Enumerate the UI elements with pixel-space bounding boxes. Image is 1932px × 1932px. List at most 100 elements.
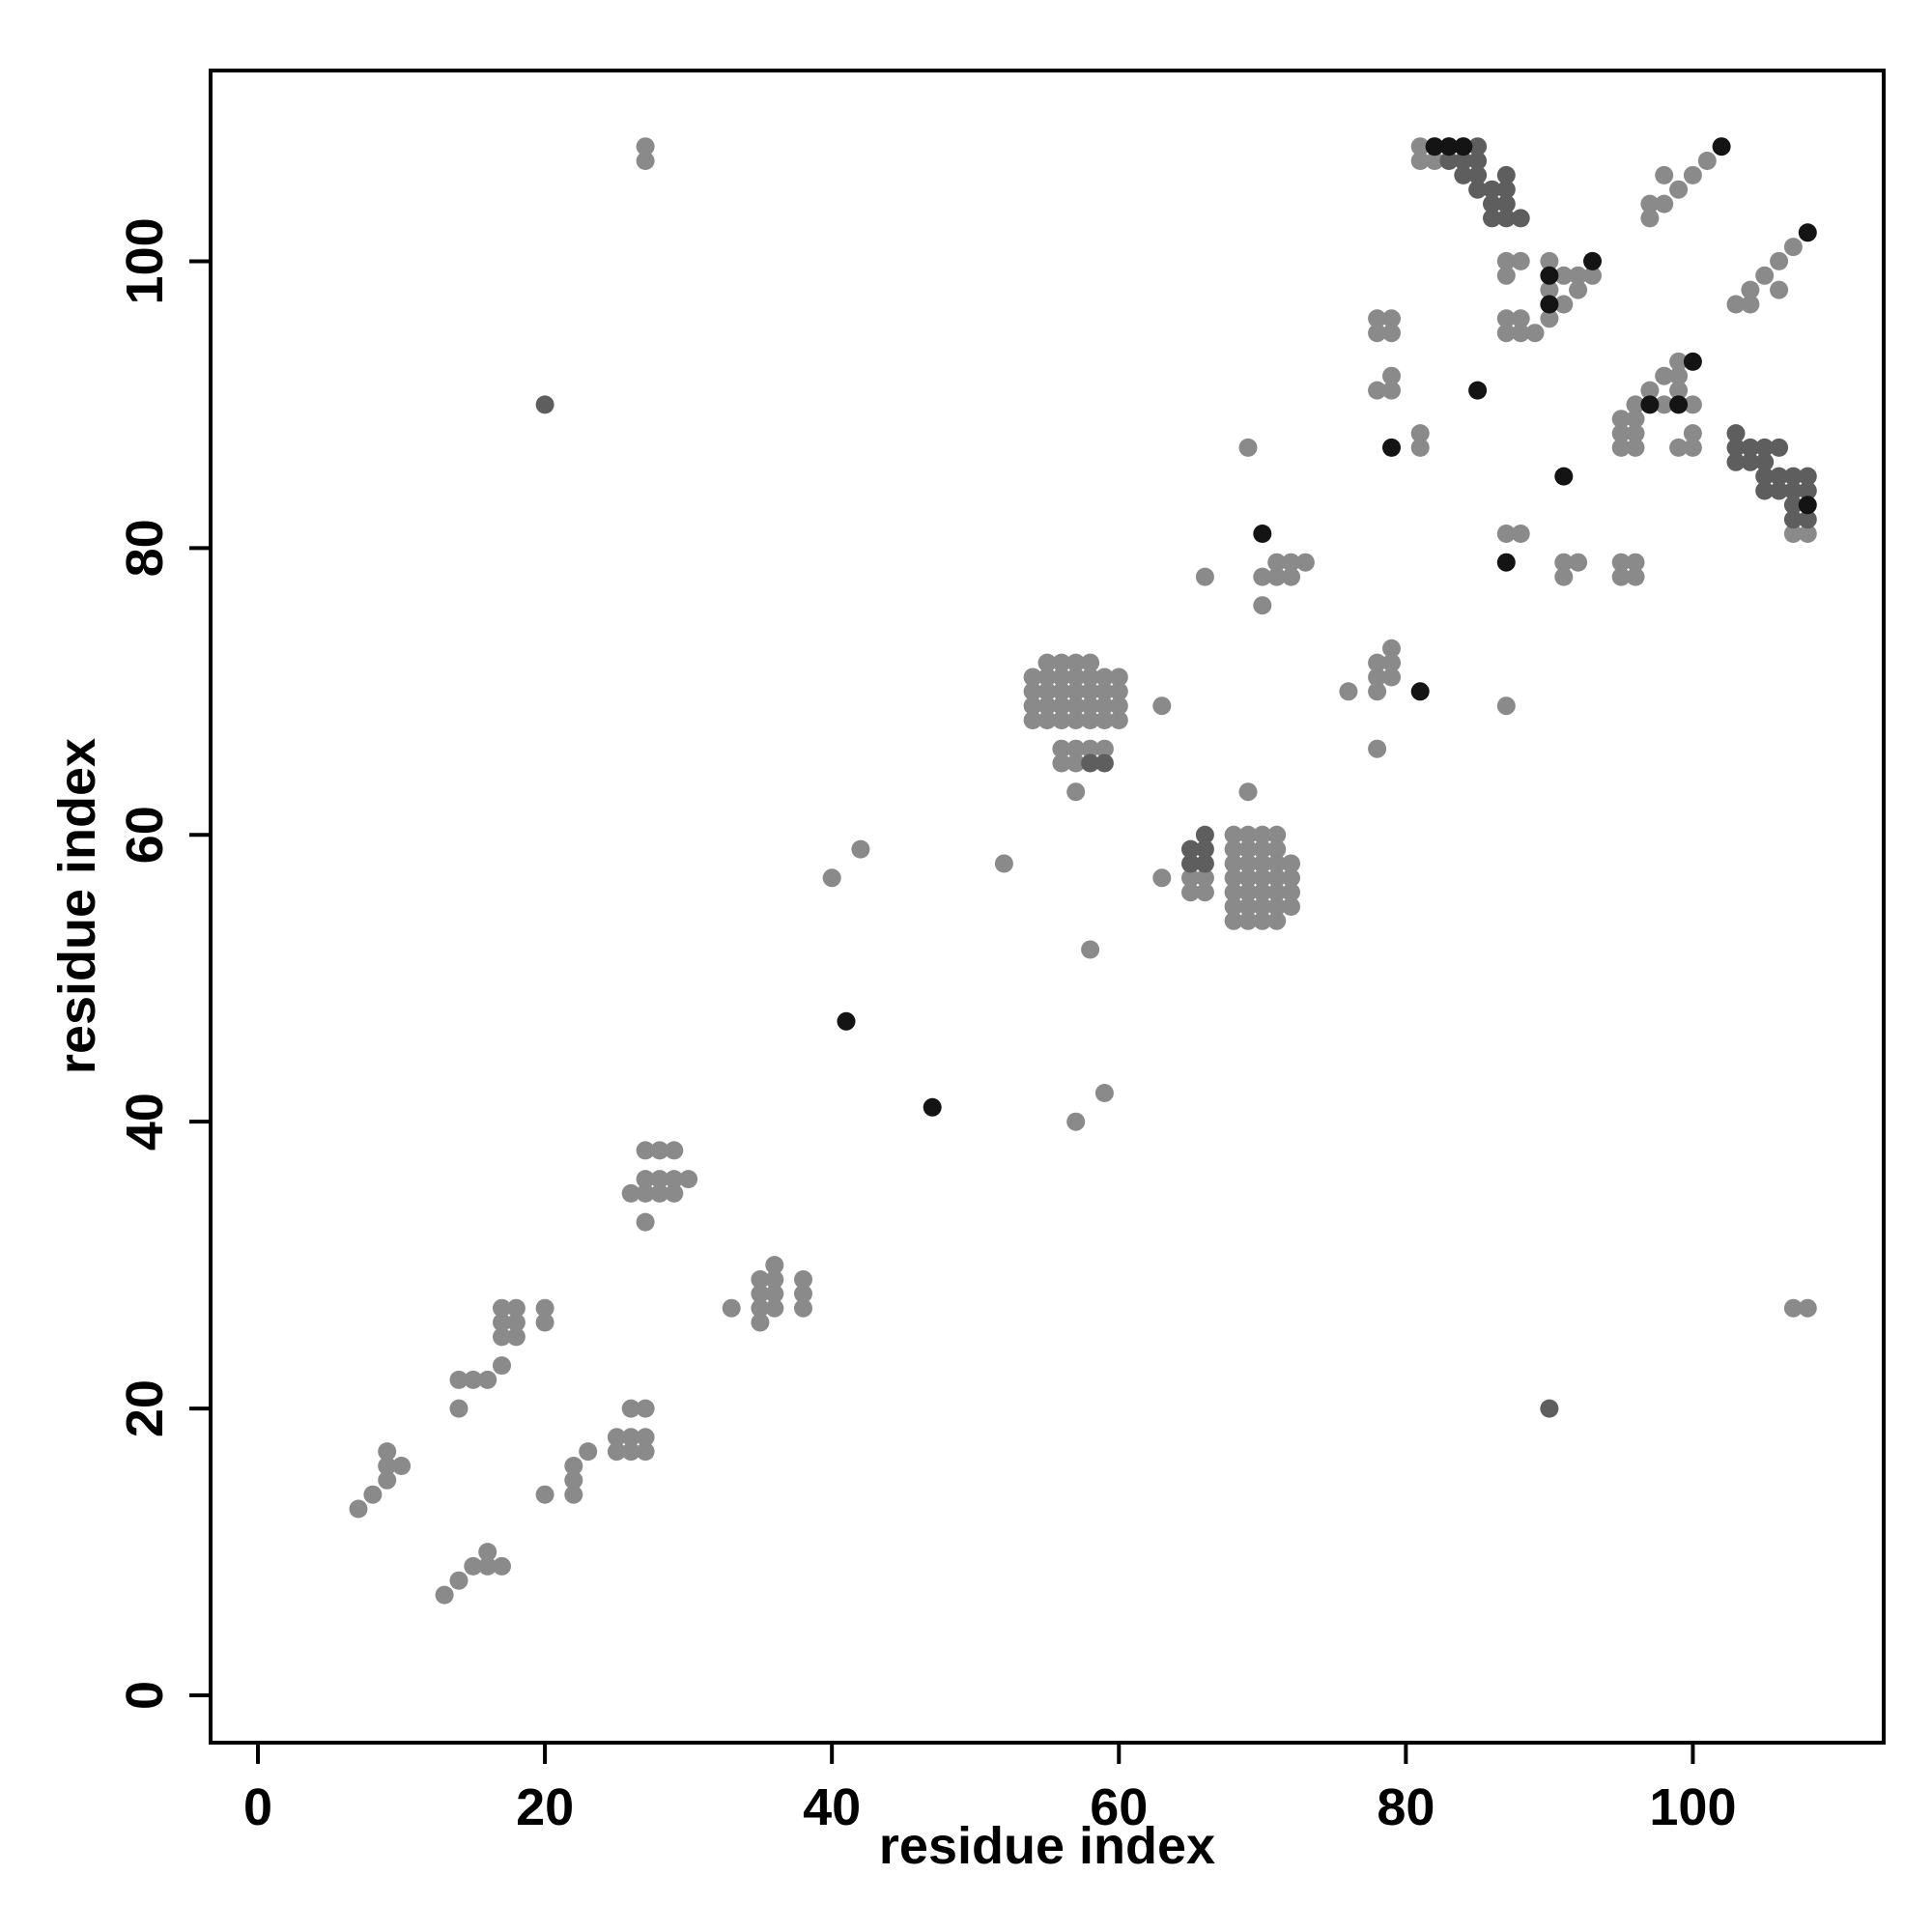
contact-point [1640, 209, 1660, 228]
x-tick-label: 100 [1649, 1778, 1736, 1836]
contact-point [1569, 553, 1588, 572]
contact-point [1368, 381, 1387, 400]
contact-point [564, 1485, 583, 1504]
contact-point [1023, 668, 1042, 687]
contact-point [1282, 883, 1300, 902]
contact-point [1109, 668, 1128, 687]
contact-point [1640, 194, 1660, 213]
contact-point [1253, 525, 1272, 543]
contact-point [765, 1298, 784, 1318]
contact-point [1238, 438, 1258, 457]
plot-frame [209, 69, 1886, 1745]
contact-point [1052, 711, 1071, 729]
y-tick-label: 40 [116, 1093, 174, 1151]
contact-point [751, 1270, 770, 1289]
contact-point [1267, 883, 1287, 902]
contact-point [621, 1183, 640, 1203]
contact-point [1253, 883, 1272, 902]
contact-point [636, 1141, 655, 1160]
contact-point [1683, 395, 1702, 414]
contact-point [1755, 266, 1775, 285]
contact-point [1382, 324, 1401, 343]
contact-point [636, 1183, 655, 1203]
contact-point [621, 1428, 640, 1447]
contact-point [1410, 137, 1430, 156]
contact-point [1224, 883, 1243, 902]
contact-point [1669, 352, 1689, 371]
y-tick-label: 20 [116, 1379, 174, 1437]
contact-point [392, 1457, 412, 1475]
contact-point [923, 1097, 942, 1117]
contact-point [1066, 682, 1086, 701]
contact-point [1755, 467, 1775, 486]
contact-point [1253, 854, 1272, 873]
contact-point [1468, 165, 1488, 185]
contact-point [1081, 696, 1100, 716]
contact-point [1669, 438, 1689, 457]
contact-point [478, 1556, 497, 1576]
contact-point [1697, 152, 1717, 170]
contact-point [822, 868, 841, 888]
contact-point [1410, 438, 1430, 457]
contact-point [1439, 152, 1459, 170]
contact-point [1023, 696, 1042, 716]
contact-point [1569, 266, 1588, 285]
contact-point [349, 1499, 368, 1519]
contact-point [794, 1284, 812, 1303]
x-tick-label: 40 [803, 1778, 861, 1836]
contact-point [1052, 696, 1071, 716]
contact-point [1224, 911, 1243, 930]
contact-point [665, 1170, 684, 1189]
contact-point [1066, 696, 1086, 716]
contact-point [1483, 194, 1501, 213]
contact-point [751, 1284, 770, 1303]
contact-point [1253, 839, 1272, 859]
contact-point [1496, 324, 1516, 343]
contact-point [1798, 510, 1817, 529]
contact-point [1410, 152, 1430, 170]
contact-point [751, 1313, 770, 1332]
contact-point [1496, 180, 1516, 199]
contact-point [1783, 510, 1803, 529]
contact-point [1798, 525, 1817, 543]
contact-point [621, 1442, 640, 1462]
contact-point [535, 1485, 554, 1504]
contact-point [1081, 653, 1100, 672]
contact-point [478, 1543, 497, 1562]
contact-point [378, 1457, 397, 1475]
y-tick-label: 80 [116, 519, 174, 577]
contact-point [1253, 897, 1272, 916]
contact-point [1669, 381, 1689, 400]
contact-point [1081, 739, 1100, 758]
contact-point [1253, 567, 1272, 586]
contact-point [1496, 165, 1516, 185]
contact-point [1238, 883, 1258, 902]
contact-point [679, 1170, 698, 1189]
contact-point [535, 1298, 554, 1318]
contact-point [1267, 854, 1287, 873]
contact-point [1368, 739, 1387, 758]
contact-point [1109, 711, 1128, 729]
contact-point [1626, 410, 1645, 429]
contact-point [1770, 481, 1789, 500]
x-tick-label: 0 [243, 1778, 272, 1836]
contact-point [1238, 854, 1258, 873]
contact-point [1066, 711, 1086, 729]
contact-point [1282, 868, 1300, 888]
contact-point [1669, 366, 1689, 385]
contact-point [1382, 309, 1401, 328]
contact-point [1798, 223, 1817, 242]
contact-point [1267, 897, 1287, 916]
contact-point [1783, 481, 1803, 500]
y-tick-label: 0 [116, 1681, 174, 1710]
contact-point [1683, 165, 1702, 185]
contact-point [1511, 324, 1530, 343]
contact-point [1454, 165, 1473, 185]
contact-point [794, 1298, 812, 1318]
contact-point [1037, 711, 1057, 729]
contact-point [1468, 152, 1488, 170]
contact-point [1410, 424, 1430, 443]
contact-point [1253, 868, 1272, 888]
contact-point [1626, 567, 1645, 586]
contact-point [1152, 696, 1172, 716]
